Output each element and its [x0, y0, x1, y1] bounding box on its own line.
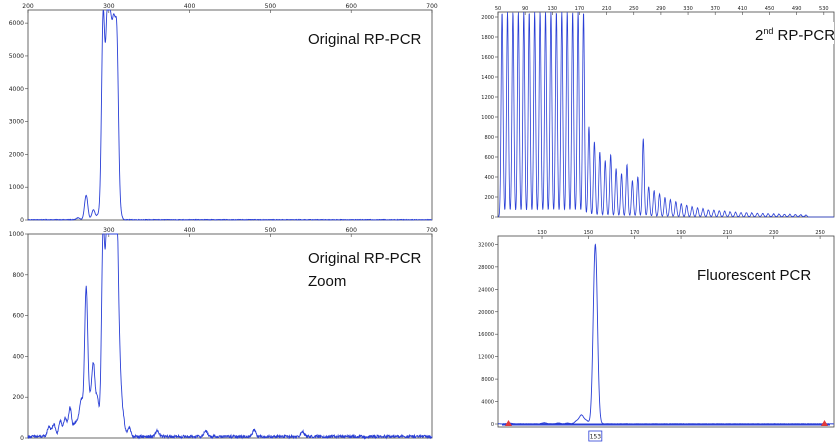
y-tick-label: 0	[491, 422, 494, 428]
y-tick-label: 800	[13, 272, 25, 279]
y-tick-label: 24000	[478, 287, 494, 293]
x-tick-label: 250	[815, 230, 825, 236]
peak-marker-box	[588, 430, 603, 442]
panel-label: 2nd RP-PCR	[755, 26, 835, 44]
x-tick-label: 490	[792, 6, 802, 12]
x-tick-label: 200	[22, 3, 34, 10]
x-tick-label: 230	[769, 230, 779, 236]
y-tick-label: 20000	[478, 310, 494, 316]
y-axis: 0 200 400 600 800 1000	[9, 231, 28, 442]
x-tick-label: 90	[522, 6, 528, 12]
x-tick-label: 370	[710, 6, 720, 12]
x-tick-label: 150	[584, 230, 594, 236]
y-tick-label: 2000	[481, 15, 494, 21]
x-tick-label: 400	[184, 227, 196, 234]
y-tick-label: 400	[484, 175, 494, 181]
x-tick-label: 130	[537, 230, 547, 236]
x-axis-top: 50 90 130 170 210 250 290 330 370 410 450 490 530	[495, 6, 829, 15]
x-tick-label: 700	[426, 227, 438, 234]
y-tick-label: 1200	[481, 95, 494, 101]
y-tick-label: 1600	[481, 55, 494, 61]
trace-line	[27, 233, 433, 440]
x-axis-top: 130 150 170 190 210 230 250	[537, 230, 825, 239]
y-tick-label: 3000	[9, 119, 24, 126]
trace-line	[497, 243, 835, 425]
x-tick-label: 130	[548, 6, 558, 12]
panel-2nd-rp-pcr: 50 90 130 170 210 250 290 330 370 410 450 490 530 0 2…	[481, 6, 835, 221]
panel-label-line2: Zoom	[308, 273, 346, 290]
y-tick-label: 4000	[481, 400, 494, 406]
x-tick-label: 300	[103, 227, 115, 234]
y-tick-label: 1000	[481, 115, 494, 121]
y-tick-label: 200	[13, 394, 25, 401]
y-tick-label: 0	[491, 215, 494, 221]
y-tick-label: 8000	[481, 377, 494, 383]
x-tick-label: 50	[495, 6, 501, 12]
panel-frame	[497, 235, 835, 428]
x-tick-label: 210	[723, 230, 733, 236]
x-tick-label: 330	[683, 6, 693, 12]
y-tick-label: 600	[13, 313, 25, 320]
panel-original-rp-pcr-zoom: 300 400 500 600 700 0 200 400 600 800 1000 Origin…	[9, 227, 438, 442]
y-tick-label: 4000	[9, 86, 24, 93]
panel-original-rp-pcr: 200 300 400 500 600 700 0 1000 2000 3000 4000 5000…	[9, 3, 438, 224]
y-tick-label: 1000	[9, 231, 24, 238]
y-tick-label: 2000	[9, 151, 24, 158]
x-tick-label: 500	[265, 3, 277, 10]
x-axis-top: 300 400 500 600 700	[103, 227, 438, 237]
x-tick-label: 600	[345, 227, 357, 234]
y-tick-label: 800	[484, 135, 494, 141]
y-axis: 0 4000 8000 12000 16000 20000 24000 28000 32000	[478, 242, 498, 428]
x-tick-label: 400	[184, 3, 196, 10]
y-tick-label: 1000	[9, 184, 24, 191]
x-tick-label: 210	[602, 6, 612, 12]
y-tick-label: 600	[484, 155, 494, 161]
y-tick-label: 0	[20, 435, 24, 442]
x-tick-label: 530	[819, 6, 829, 12]
x-tick-label: 300	[103, 3, 115, 10]
panel-label: Fluorescent PCR	[697, 267, 811, 284]
y-tick-label: 400	[13, 353, 25, 360]
left-triangle-marker	[505, 420, 512, 426]
y-tick-label: 0	[20, 217, 24, 224]
y-tick-label: 16000	[478, 332, 494, 338]
x-tick-label: 700	[426, 3, 438, 10]
panel-label: Original RP-PCR	[308, 31, 422, 48]
panel-fluorescent-pcr: 130 150 170 190 210 230 250 0 4000 8000 12000 1600…	[478, 230, 835, 442]
right-triangle-marker	[821, 420, 828, 426]
trace-line	[497, 11, 834, 218]
x-tick-label: 250	[629, 6, 639, 12]
peak-marker: 153	[588, 430, 603, 442]
label-background	[750, 22, 834, 44]
panel-frame	[27, 233, 433, 439]
y-tick-label: 6000	[9, 20, 24, 27]
x-tick-label: 450	[765, 6, 775, 12]
y-tick-label: 12000	[478, 355, 494, 361]
y-tick-label: 5000	[9, 53, 24, 60]
x-tick-label: 170	[630, 230, 640, 236]
x-tick-label: 410	[738, 6, 748, 12]
x-tick-label: 190	[676, 230, 686, 236]
panel-label: Original RP-PCR	[308, 250, 422, 267]
y-tick-label: 1400	[481, 75, 494, 81]
peak-marker-label: 153	[590, 434, 602, 441]
panel-frame	[497, 11, 835, 218]
x-axis-top: 200 300 400 500 600 700	[22, 3, 438, 13]
y-tick-label: 200	[484, 195, 494, 201]
y-axis: 0 1000 2000 3000 4000 5000 6000	[9, 20, 28, 224]
x-tick-label: 170	[575, 6, 585, 12]
y-axis: 0 200 400 600 800 1000 1200 1400 1600 1800 2000	[481, 15, 498, 221]
x-tick-label: 600	[345, 3, 357, 10]
y-tick-label: 32000	[478, 242, 494, 248]
x-tick-label: 290	[656, 6, 666, 12]
x-tick-label: 500	[265, 227, 277, 234]
y-tick-label: 28000	[478, 265, 494, 271]
y-tick-label: 1800	[481, 35, 494, 41]
trace-line	[27, 9, 433, 221]
